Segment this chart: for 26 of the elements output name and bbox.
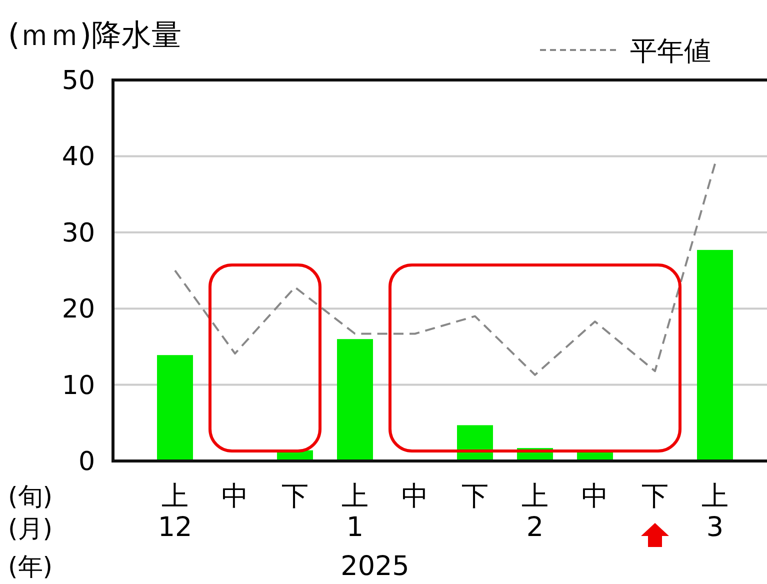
x-tick-label: 下 [282, 481, 308, 512]
y-tick-label: 50 [62, 66, 95, 96]
y-tick-label: 20 [62, 294, 95, 325]
x-tick-label: 中 [582, 481, 608, 512]
x-tick-label: 下 [462, 481, 488, 512]
x-tick-label: 中 [222, 481, 248, 512]
line-series [174, 162, 716, 376]
x-tick-label: 上 2 [522, 481, 548, 544]
x-tick-label: 中 [402, 481, 428, 512]
text: 2025 [340, 551, 410, 582]
x-tick-label: 上 3 [702, 481, 728, 544]
y-tick-label: 0 [78, 447, 95, 477]
bar [157, 355, 193, 461]
bar [337, 339, 373, 461]
x-tick-label: 上 12 [158, 481, 192, 544]
y-tick-label: 40 [62, 142, 95, 172]
text: (月) [8, 514, 53, 543]
y-axis-title: (ｍｍ)降水量 [8, 18, 182, 53]
bar [697, 250, 733, 461]
x-tick-label: 上 1 [342, 481, 368, 544]
y-tick-label: 10 [62, 370, 95, 401]
y-tick-label: 30 [62, 218, 95, 248]
text: (旬) [8, 482, 53, 511]
legend-label: 平年値 [630, 36, 711, 67]
text: (年) [8, 552, 53, 581]
x-tick-label: 下 [642, 481, 668, 512]
